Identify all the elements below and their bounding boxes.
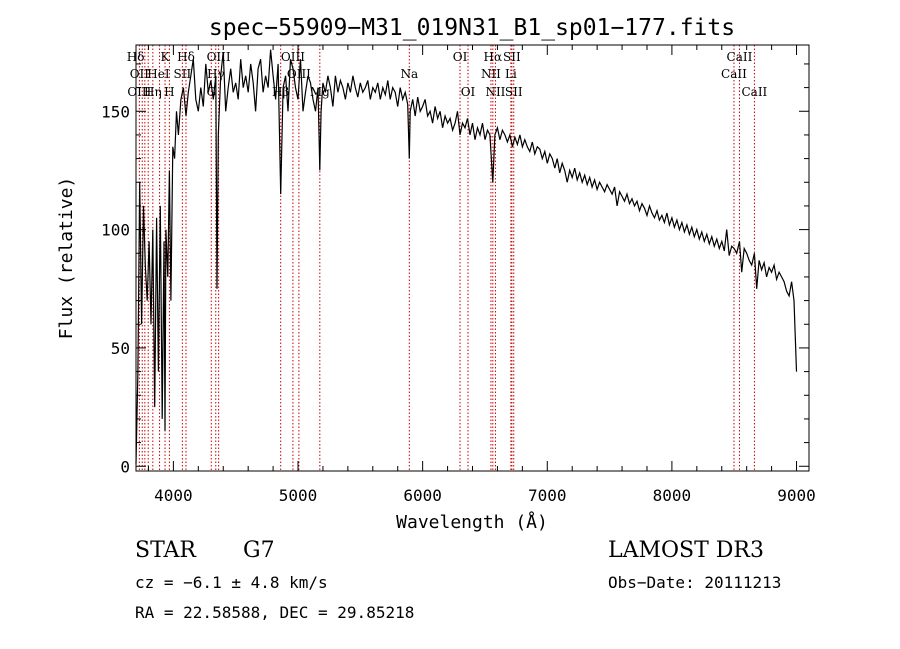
line-label: NII — [485, 85, 505, 99]
x-tick-label: 9000 — [777, 486, 816, 505]
y-tick-label: 50 — [111, 339, 130, 358]
redshift-cz: cz = −6.1 ± 4.8 km/s — [135, 573, 328, 592]
line-label: H — [164, 85, 174, 99]
x-tick-label: 7000 — [528, 486, 567, 505]
y-axis-label: Flux (relative) — [56, 177, 77, 340]
line-label: SII — [503, 50, 521, 64]
y-tick-label: 0 — [120, 457, 130, 476]
line-label: OI — [461, 85, 476, 99]
x-tick-label: 6000 — [403, 486, 442, 505]
x-tick-label: 5000 — [279, 486, 318, 505]
line-label: G — [206, 85, 216, 99]
line-label: CaII — [721, 67, 747, 81]
line-label: OIII — [207, 50, 231, 64]
line-label: OI — [453, 50, 468, 64]
line-label: K — [161, 50, 171, 64]
obs-date: Obs−Date: 20111213 — [608, 573, 782, 592]
x-tick-label: 8000 — [653, 486, 692, 505]
y-tick-label: 150 — [101, 102, 130, 121]
line-label: Hδ — [177, 50, 195, 64]
x-axis-label: Wavelength (Å) — [396, 511, 548, 533]
line-label: Hα — [484, 50, 503, 64]
line-label: Hη — [144, 85, 162, 99]
x-tick-label: 4000 — [154, 486, 193, 505]
line-label: OII — [130, 67, 150, 81]
object-class: STAR — [135, 538, 196, 563]
line-label: Na — [400, 67, 418, 81]
line-label: SII — [174, 67, 192, 81]
line-label: Mg — [310, 85, 330, 99]
spectrum-line — [135, 49, 798, 464]
line-label: CaII — [741, 85, 767, 99]
spectrum-chart: spec−55909−M31_019N31_B1_sp01−177.fits H… — [56, 15, 816, 533]
line-label: SII — [505, 85, 523, 99]
line-label: CaII — [727, 50, 753, 64]
chart-title: spec−55909−M31_019N31_B1_sp01−177.fits — [209, 15, 735, 41]
line-label: OIII — [127, 85, 151, 99]
survey-name: LAMOST DR3 — [608, 538, 764, 563]
subclass: G7 — [243, 538, 275, 563]
line-label: HeI — [147, 67, 170, 81]
y-axis: 0 50 100 150 — [101, 63, 809, 476]
line-label: OIII — [281, 50, 305, 64]
y-tick-label: 100 — [101, 221, 130, 240]
line-markers — [138, 45, 755, 471]
line-label: Li — [505, 67, 517, 81]
plot-frame — [135, 44, 810, 472]
ra-dec: RA = 22.58588, DEC = 29.85218 — [135, 603, 415, 622]
x-axis: 4000 5000 6000 7000 8000 9000 — [147, 45, 816, 505]
line-label: NII — [481, 67, 501, 81]
